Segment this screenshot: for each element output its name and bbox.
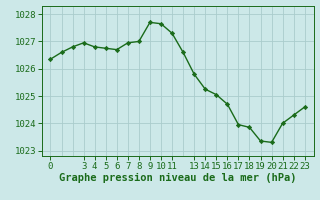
X-axis label: Graphe pression niveau de la mer (hPa): Graphe pression niveau de la mer (hPa) [59,173,296,183]
